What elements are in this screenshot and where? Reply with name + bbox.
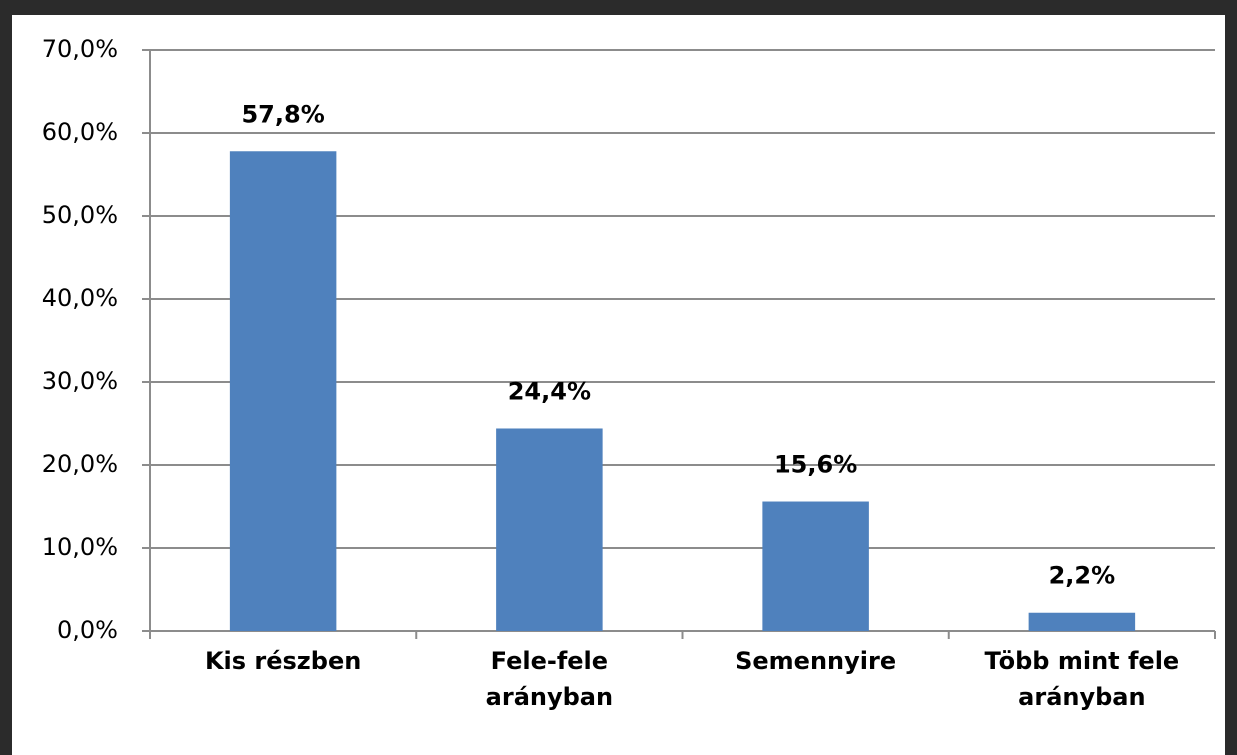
y-tick-label: 0,0% (57, 616, 118, 644)
bar (229, 151, 337, 631)
y-tick-label: 50,0% (42, 201, 118, 229)
x-tick-label: Kis részben (204, 647, 362, 675)
x-tick-label: Semennyire (735, 647, 897, 675)
data-label: 15,6% (774, 451, 857, 479)
x-tick-label: Fele-fele arányban (485, 647, 614, 711)
y-tick-label: 70,0% (42, 35, 118, 63)
bar (762, 501, 869, 631)
data-label: 57,8% (241, 100, 324, 128)
y-tick-label: 20,0% (42, 450, 118, 478)
y-tick-label: 60,0% (42, 118, 118, 146)
y-tick-label: 10,0% (42, 533, 118, 561)
x-tick-label: Több mint fele arányban (984, 647, 1180, 711)
y-tick-label: 40,0% (42, 284, 118, 312)
data-label: 2,2% (1049, 562, 1116, 590)
y-tick-label: 30,0% (42, 367, 118, 395)
bar (1028, 612, 1136, 631)
data-label: 24,4% (508, 377, 591, 405)
bar (496, 428, 603, 631)
